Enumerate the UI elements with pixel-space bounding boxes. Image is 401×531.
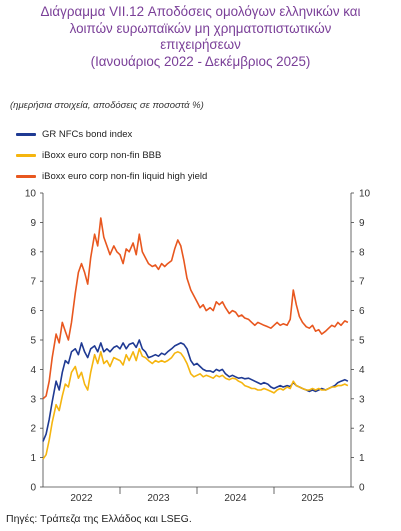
y-tick-label-right-5: 5: [359, 336, 365, 347]
legend-item-high-yield: iBoxx euro corp non-fin liquid high yiel…: [16, 166, 207, 187]
y-tick-label-left-5: 5: [30, 336, 36, 347]
y-tick-label-left-3: 3: [30, 394, 36, 405]
legend-swatch-high-yield: [16, 175, 36, 178]
y-tick-label-left-7: 7: [30, 277, 36, 288]
y-tick-label-right-3: 3: [359, 394, 365, 405]
y-tick-label-left-4: 4: [30, 365, 36, 376]
y-tick-label-left-2: 2: [30, 424, 36, 435]
y-tick-label-right-4: 4: [359, 365, 365, 376]
y-tick-label-right-2: 2: [359, 424, 365, 435]
chart-title-line-1: Διάγραμμα VII.12 Αποδόσεις ομολόγων ελλη…: [40, 4, 361, 19]
y-tick-label-right-7: 7: [359, 277, 365, 288]
x-tick-label-2024: 2024: [224, 493, 247, 504]
y-tick-label-left-1: 1: [30, 453, 36, 464]
legend-item-bbb: iBoxx euro corp non-fin BBB: [16, 145, 207, 166]
y-tick-label-right-6: 6: [359, 306, 365, 317]
legend-swatch-bbb: [16, 154, 36, 157]
x-tick-label-2022: 2022: [70, 493, 93, 504]
y-tick-label-left-6: 6: [30, 306, 36, 317]
legend-label-high-yield: iBoxx euro corp non-fin liquid high yiel…: [42, 171, 208, 182]
legend-label-bbb: iBoxx euro corp non-fin BBB: [42, 150, 162, 161]
source-note: Πηγές: Τράπεζα της Ελλάδος και LSEG.: [6, 513, 192, 525]
x-tick-label-2023: 2023: [147, 493, 170, 504]
units-note: (ημερήσια στοιχεία, αποδόσεις σε ποσοστά…: [10, 100, 204, 111]
y-tick-label-left-9: 9: [30, 218, 36, 229]
chart-legend: GR NFCs bond index iBoxx euro corp non-f…: [16, 124, 207, 187]
y-tick-label-right-8: 8: [359, 247, 365, 258]
chart-title: Διάγραμμα VII.12 Αποδόσεις ομολόγων ελλη…: [0, 4, 401, 70]
y-tick-label-right-1: 1: [359, 453, 365, 464]
series-high-yield-line: [42, 217, 349, 400]
y-tick-label-left-8: 8: [30, 247, 36, 258]
legend-label-gr-nfcs: GR NFCs bond index: [42, 129, 133, 140]
y-tick-label-left-0: 0: [30, 483, 36, 494]
chart-title-line-3: επιχειρήσεων: [160, 37, 241, 52]
y-tick-label-right-10: 10: [359, 189, 371, 200]
chart-title-line-4: (Ιανουάριος 2022 - Δεκέμβριος 2025): [90, 53, 311, 69]
y-tick-label-left-10: 10: [25, 189, 37, 200]
legend-swatch-gr-nfcs: [16, 133, 36, 136]
y-tick-label-right-0: 0: [359, 483, 365, 494]
legend-item-gr-nfcs: GR NFCs bond index: [16, 124, 207, 145]
chart-title-line-2: λοιπών ευρωπαϊκών μη χρηματοπιστωτικών: [69, 20, 332, 36]
x-tick-label-2025: 2025: [301, 493, 324, 504]
series-bbb-line: [42, 348, 349, 460]
y-tick-label-right-9: 9: [359, 218, 365, 229]
series-gr-nfcs-line: [42, 339, 349, 442]
